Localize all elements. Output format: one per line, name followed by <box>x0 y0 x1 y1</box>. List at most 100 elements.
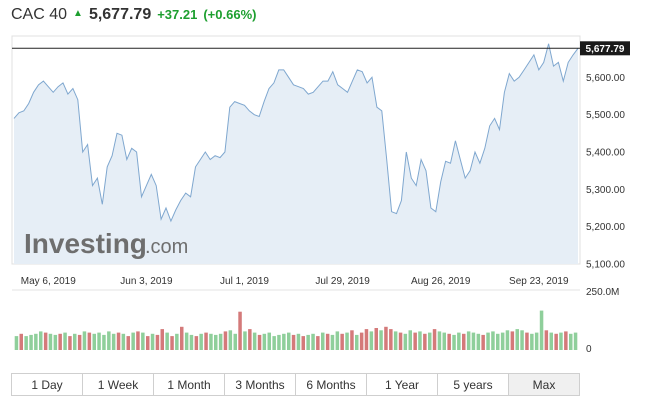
date-axis: May 6, 2019 Jun 3, 2019 Jul 1, 2019 Jul 29,… <box>21 276 569 287</box>
volume-bar <box>53 334 58 350</box>
volume-bar <box>291 334 296 350</box>
volume-bar <box>325 333 330 350</box>
volume-bar <box>564 331 568 350</box>
volume-bar <box>131 332 135 350</box>
volume-bar <box>384 326 388 350</box>
volume-bar <box>243 331 247 350</box>
volume-bar <box>189 334 194 350</box>
volume-bar <box>500 332 505 350</box>
volume-max-label: 250.0M <box>586 287 619 298</box>
range-tab-1-month[interactable]: 1 Month <box>154 374 225 395</box>
volume-bar <box>321 332 325 350</box>
volume-bar <box>476 333 481 350</box>
volume-bar <box>97 332 101 350</box>
volume-bar <box>34 333 38 350</box>
volume-bar <box>544 330 549 350</box>
date-tick-label: Jul 29, 2019 <box>315 276 370 287</box>
volume-bar <box>136 331 140 350</box>
volume-bar <box>301 336 305 350</box>
price-axis: 5,100.00 5,200.00 5,300.00 5,400.00 5,500.00… <box>586 73 625 271</box>
volume-bar <box>437 331 442 350</box>
price-tick-label: 5,300.00 <box>586 185 625 196</box>
range-tab-max[interactable]: Max <box>509 374 579 395</box>
volume-bar <box>452 334 456 350</box>
volume-bar <box>170 336 174 350</box>
volume-bar <box>184 332 189 350</box>
volume-bar <box>447 333 451 350</box>
range-tab-6-months[interactable]: 6 Months <box>296 374 367 395</box>
volume-bar <box>233 333 237 350</box>
volume-bar <box>457 332 461 350</box>
volume-bar <box>462 333 466 350</box>
volume-bar <box>82 331 87 350</box>
volume-bar <box>58 333 62 350</box>
volume-bar <box>121 333 126 350</box>
volume-bar <box>218 333 223 350</box>
volume-bar <box>175 333 179 350</box>
price-area-fill <box>14 43 578 265</box>
volume-bar <box>559 332 563 350</box>
date-tick-label: May 6, 2019 <box>21 276 76 287</box>
range-tab-5-years[interactable]: 5 years <box>438 374 509 395</box>
volume-bar <box>126 336 130 350</box>
volume-bar <box>369 331 374 350</box>
volume-bar <box>272 336 276 350</box>
volume-bar <box>345 332 349 350</box>
date-tick-label: Jul 1, 2019 <box>220 276 269 287</box>
volume-bar <box>277 334 281 350</box>
volume-bar <box>194 336 199 350</box>
volume-bar <box>87 332 92 350</box>
volume-bar <box>107 331 111 350</box>
volume-bar <box>423 333 427 350</box>
volume-bar <box>146 336 150 350</box>
price-tick-label: 5,400.00 <box>586 148 625 159</box>
range-tab-1-year[interactable]: 1 Year <box>367 374 438 395</box>
date-tick-label: Sep 23, 2019 <box>509 276 569 287</box>
volume-bar <box>350 330 354 350</box>
volume-bar <box>111 333 116 350</box>
date-tick-label: Aug 26, 2019 <box>411 276 471 287</box>
price-tick-label: 5,100.00 <box>586 260 625 271</box>
volume-bar <box>355 334 359 350</box>
volume-bar <box>48 333 53 350</box>
volume-bar <box>19 333 23 350</box>
price-change-percent: (+0.66%) <box>203 7 257 22</box>
volume-bar <box>39 331 43 350</box>
volume-bar <box>442 332 446 350</box>
volume-bar <box>150 333 155 350</box>
volume-bar <box>491 331 495 350</box>
price-area <box>13 43 579 265</box>
volume-bar <box>573 332 578 350</box>
volume-bar <box>160 329 164 350</box>
volume-bar <box>14 336 19 350</box>
range-tab-3-months[interactable]: 3 Months <box>225 374 296 395</box>
logo-main: Investing <box>24 228 147 259</box>
volume-bar <box>223 331 228 350</box>
volume-bar <box>496 333 500 350</box>
index-name: CAC 40 <box>11 6 68 23</box>
volume-bar <box>204 332 208 350</box>
range-tab-1-day[interactable]: 1 Day <box>12 374 83 395</box>
volume-bar <box>554 333 558 350</box>
volume-bar <box>539 310 544 350</box>
price-tick-label: 5,500.00 <box>586 110 625 121</box>
volume-bar <box>77 334 82 350</box>
volume-bar <box>238 311 242 350</box>
volume-bar <box>486 332 490 350</box>
investing-logo: Investing .com <box>24 228 188 259</box>
volume-bar <box>116 332 121 350</box>
range-tab-1-week[interactable]: 1 Week <box>83 374 154 395</box>
volume-bar <box>389 329 393 350</box>
volume-bar <box>413 332 417 350</box>
volume-bar <box>510 331 515 350</box>
volume-bar <box>267 332 271 350</box>
volume-bar <box>481 334 485 350</box>
last-price-label: 5,677.79 <box>586 44 625 55</box>
volume-bar <box>379 330 383 350</box>
volume-bar <box>530 333 534 350</box>
volume-bars <box>14 310 578 350</box>
volume-bar <box>73 333 77 350</box>
last-price-marker: 5,677.79 <box>12 41 630 56</box>
volume-bar <box>63 332 67 350</box>
volume-bar <box>228 330 233 350</box>
